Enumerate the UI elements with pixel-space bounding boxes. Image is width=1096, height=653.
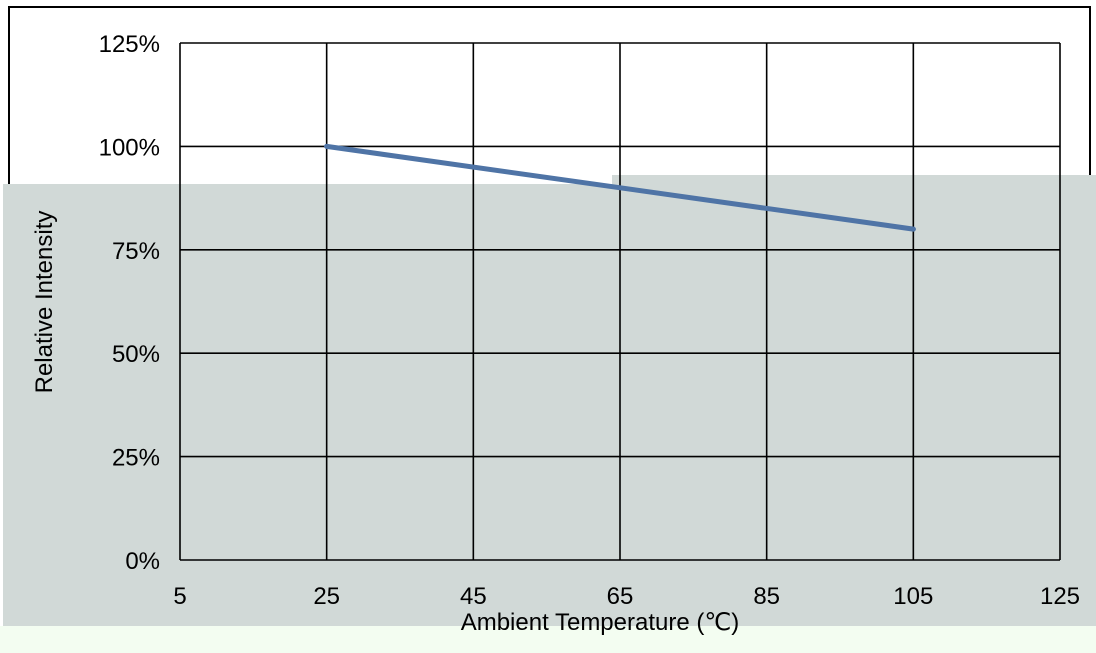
data-point [911,227,916,232]
y-tick-label: 75% [112,238,160,265]
y-tick-labels: 0% 25% 50% 75% 100% 125% [99,31,160,575]
x-tick-label: 45 [460,583,487,610]
y-tick-label: 100% [99,134,160,161]
x-tick-label: 125 [1040,583,1080,610]
data-point [324,144,329,149]
y-tick-label: 0% [125,548,160,575]
x-tick-label: 5 [173,583,186,610]
y-axis-title: Relative Intensity [31,211,58,394]
grid [180,43,1060,560]
y-tick-label: 50% [112,341,160,368]
x-tick-labels: 5 25 45 65 85 105 125 [173,583,1080,610]
y-tick-label: 25% [112,445,160,472]
x-tick-label: 105 [893,583,933,610]
x-tick-label: 25 [313,583,340,610]
x-tick-label: 85 [753,583,780,610]
x-axis-title: Ambient Temperature (℃) [461,609,740,636]
x-tick-label: 65 [607,583,634,610]
y-tick-label: 125% [99,31,160,58]
